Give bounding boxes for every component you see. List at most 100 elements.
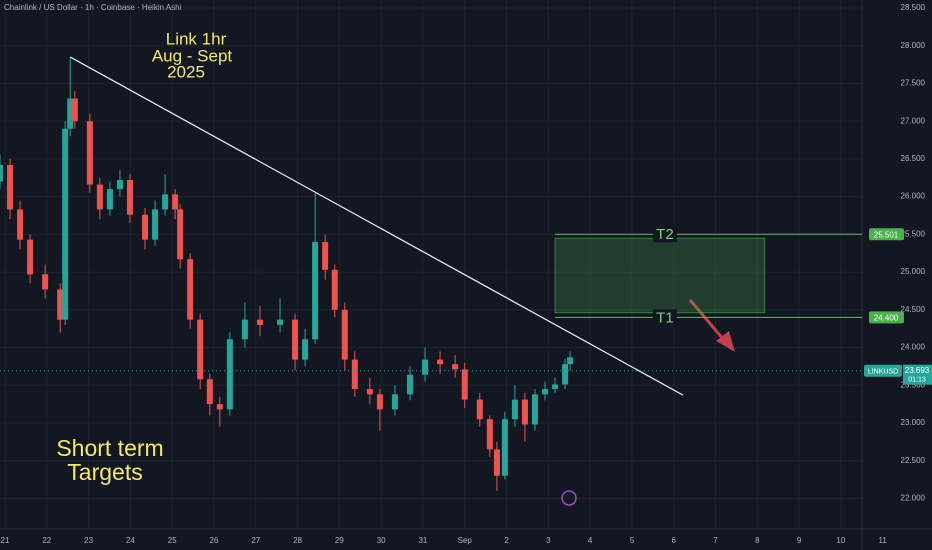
candle-body — [312, 241, 319, 340]
candle-body — [493, 449, 500, 476]
candle-body — [7, 164, 14, 210]
x-tick-label: 5 — [630, 536, 635, 545]
candle-body — [541, 389, 548, 395]
x-tick-label: 23 — [84, 536, 93, 545]
candle-body — [177, 209, 184, 260]
x-tick-label: 4 — [588, 536, 593, 545]
candle-body — [366, 389, 373, 395]
candle-body — [277, 319, 284, 325]
x-tick-label: 25 — [168, 536, 177, 545]
candle-body — [331, 269, 338, 310]
candle-body — [142, 214, 149, 240]
y-tick-label: 24.500 — [901, 305, 926, 314]
candle-body — [172, 194, 179, 210]
trendline — [69, 56, 684, 396]
y-tick-label: 26.500 — [901, 154, 926, 163]
candle-body — [351, 359, 358, 390]
candle-body — [67, 98, 74, 129]
price-tag — [869, 311, 904, 324]
candle-body — [531, 394, 538, 425]
candle-body — [86, 121, 93, 185]
countdown-label: 01:13 — [908, 377, 926, 384]
x-tick-label: 3 — [546, 536, 551, 545]
x-tick-label: 21 — [1, 536, 10, 545]
candle-body — [511, 399, 518, 420]
candle-body — [486, 419, 493, 450]
arrow — [688, 299, 726, 341]
x-tick-label: 10 — [836, 536, 845, 545]
y-tick-label: 23.000 — [901, 418, 926, 427]
candle-body — [521, 399, 528, 425]
price-tag — [869, 228, 904, 241]
x-tick-label: 6 — [671, 536, 676, 545]
candle-body — [62, 128, 69, 320]
x-tick-label: 8 — [755, 536, 760, 545]
annotation: 2025 — [167, 62, 205, 81]
price-tag-label: 24.400 — [874, 313, 899, 322]
x-tick-label: 26 — [210, 536, 219, 545]
candle-body — [562, 364, 569, 385]
annotation: Short term — [56, 435, 163, 461]
candle-body — [552, 384, 559, 390]
x-tick-label: 22 — [42, 536, 51, 545]
candle-body — [126, 180, 133, 215]
y-tick-label: 25.000 — [901, 267, 926, 276]
candle-body — [302, 339, 309, 360]
candle-body — [226, 339, 233, 410]
symbol-tag — [864, 364, 902, 377]
candle-body — [391, 394, 398, 410]
candle-body — [406, 374, 413, 395]
candle-body — [452, 364, 459, 370]
y-tick-label: 28.000 — [901, 41, 926, 50]
y-tick-label: 22.500 — [901, 456, 926, 465]
candle-body — [501, 419, 508, 476]
arrow-head — [716, 331, 735, 352]
target-label: T2 — [656, 226, 674, 243]
y-tick-label: 23.500 — [901, 380, 926, 389]
x-tick-label: 28 — [293, 536, 302, 545]
target-label: T1 — [656, 309, 674, 326]
candle-body — [437, 359, 444, 365]
x-tick-label: 31 — [418, 536, 427, 545]
price-tag-label: 25.501 — [874, 230, 899, 239]
x-tick-label: 2 — [504, 536, 509, 545]
x-tick-label: 7 — [713, 536, 718, 545]
y-tick-label: 27.500 — [901, 79, 926, 88]
y-tick-label: 25.500 — [901, 229, 926, 238]
candle-body — [152, 209, 159, 240]
candle-body — [322, 241, 329, 270]
candle-body — [206, 379, 213, 405]
annotation: Targets — [67, 459, 142, 485]
chart-title: Chainlink / US Dollar · 1h · Coinbase · … — [4, 3, 182, 12]
candle-body — [17, 209, 24, 240]
x-tick-label: 11 — [879, 536, 888, 545]
target-zone — [554, 237, 766, 314]
x-tick-label: 29 — [335, 536, 344, 545]
plot — [0, 0, 862, 529]
candle-body — [241, 319, 248, 340]
candle-body — [256, 319, 263, 325]
x-tick-label: Sep — [458, 536, 473, 545]
candle-body — [187, 259, 194, 320]
candle-body — [461, 369, 468, 400]
y-tick-label: 24.000 — [901, 343, 926, 352]
y-tick-label: 27.000 — [901, 116, 926, 125]
candle-body — [197, 319, 204, 380]
x-tick-label: 24 — [126, 536, 135, 545]
last-price-label: 23.693 — [905, 366, 930, 375]
candle-body — [106, 189, 113, 210]
annotation: Aug - Sept — [152, 46, 233, 65]
candle-body — [71, 98, 78, 122]
symbol-tag-label: LINKUSD — [868, 369, 898, 376]
y-tick-label: 26.000 — [901, 192, 926, 201]
target-label-bg — [652, 309, 677, 326]
candle-body — [292, 319, 299, 360]
candle-body — [216, 404, 223, 410]
y-tick-label: 28.500 — [901, 3, 926, 12]
annotation: Link 1hr — [166, 29, 227, 48]
y-tick-label: 22.000 — [901, 494, 926, 503]
candle-body — [422, 359, 429, 375]
x-tick-label: 27 — [251, 536, 260, 545]
x-tick-label: 30 — [377, 536, 386, 545]
